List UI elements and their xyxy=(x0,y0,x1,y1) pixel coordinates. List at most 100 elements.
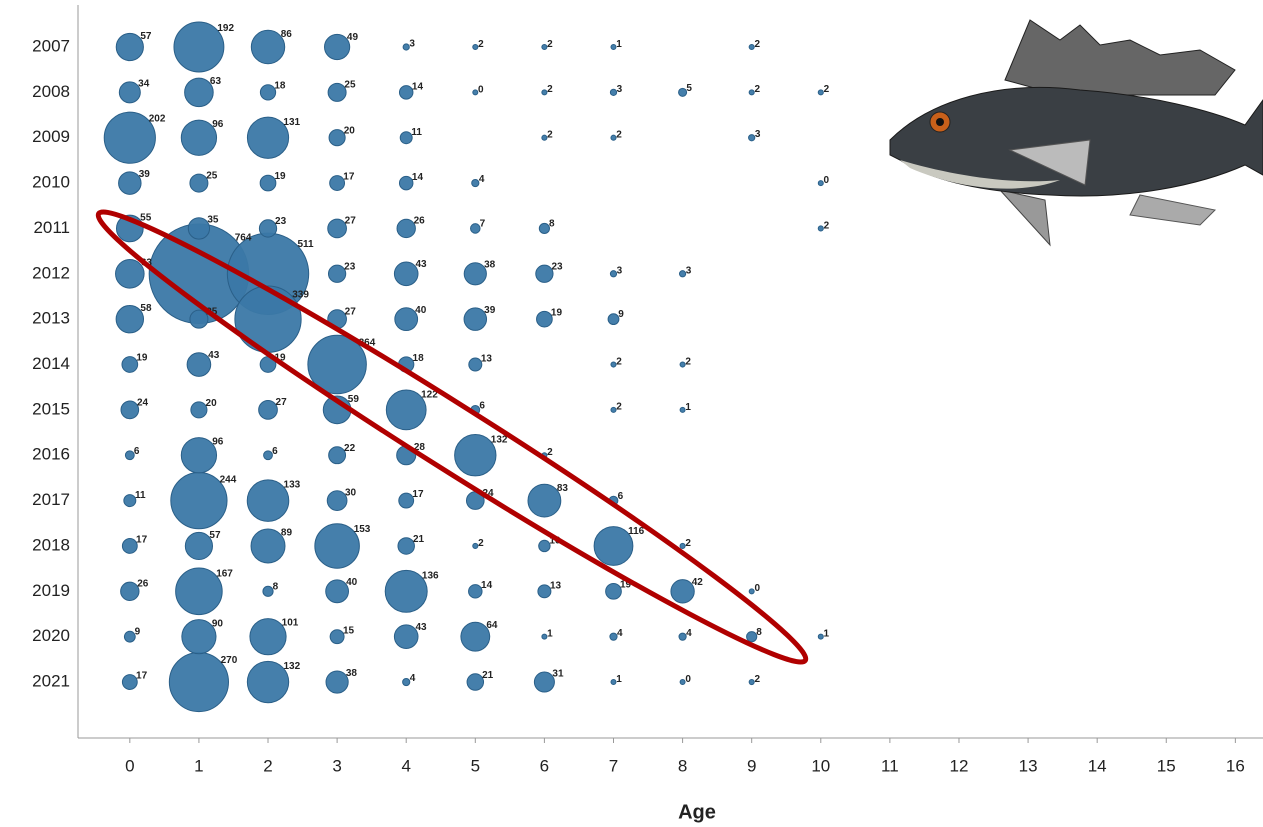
bubble xyxy=(611,362,616,367)
value-label: 43 xyxy=(415,622,427,633)
bubble xyxy=(611,135,616,140)
x-tick-label: 15 xyxy=(1157,756,1176,775)
bubble xyxy=(119,172,141,194)
bubble xyxy=(169,652,228,711)
bubble xyxy=(749,679,754,684)
bubble xyxy=(122,357,138,373)
bubble xyxy=(250,619,286,655)
value-label: 13 xyxy=(481,354,493,365)
bubble xyxy=(125,451,134,460)
bubble xyxy=(191,402,207,418)
bubble xyxy=(124,495,136,507)
value-label: 57 xyxy=(140,31,152,42)
value-label: 43 xyxy=(208,350,220,361)
bubble xyxy=(397,219,415,237)
value-label: 96 xyxy=(212,119,224,130)
value-label: 2 xyxy=(754,84,760,95)
bubble xyxy=(398,538,414,554)
bubble xyxy=(610,89,616,95)
bubble xyxy=(610,271,616,277)
bubble xyxy=(542,44,547,49)
bubble xyxy=(119,82,140,103)
value-label: 2 xyxy=(478,538,484,549)
bubble xyxy=(190,174,208,192)
x-tick-label: 1 xyxy=(194,756,203,775)
bubble xyxy=(325,34,350,59)
value-label: 21 xyxy=(413,534,425,545)
bubble xyxy=(472,179,479,186)
value-label: 25 xyxy=(206,170,218,181)
bubble xyxy=(187,353,211,377)
bubble xyxy=(247,480,289,522)
value-label: 57 xyxy=(209,530,221,541)
value-label: 339 xyxy=(292,290,309,301)
value-label: 2 xyxy=(616,402,622,413)
x-tick-label: 3 xyxy=(332,756,341,775)
bubble xyxy=(469,358,482,371)
value-label: 1 xyxy=(824,629,830,640)
y-tick-label: 2013 xyxy=(32,309,70,328)
value-label: 27 xyxy=(276,397,288,408)
bubble xyxy=(315,524,360,569)
value-label: 27 xyxy=(345,306,357,317)
value-label: 4 xyxy=(686,628,692,639)
x-tick-label: 4 xyxy=(401,756,410,775)
value-label: 244 xyxy=(220,475,237,486)
bubble xyxy=(181,120,216,155)
value-label: 202 xyxy=(149,113,166,124)
value-label: 764 xyxy=(235,233,252,244)
bubble xyxy=(326,671,348,693)
bubble xyxy=(235,286,301,352)
y-tick-label: 2007 xyxy=(32,36,70,55)
value-label: 18 xyxy=(413,353,425,364)
y-tick-label: 2020 xyxy=(32,626,70,645)
bubble xyxy=(400,132,412,144)
value-label: 23 xyxy=(551,261,563,272)
x-tick-label: 8 xyxy=(678,756,687,775)
bubble xyxy=(124,631,135,642)
bubble xyxy=(606,583,622,599)
value-label: 2 xyxy=(616,356,622,367)
y-tick-label: 2016 xyxy=(32,445,70,464)
bubble xyxy=(116,260,145,289)
bubble xyxy=(263,586,273,596)
bubble xyxy=(679,88,687,96)
bubble xyxy=(329,130,345,146)
value-label: 59 xyxy=(348,394,360,405)
bubble xyxy=(749,90,754,95)
value-label: 83 xyxy=(557,483,569,494)
bubble xyxy=(251,30,284,63)
value-label: 63 xyxy=(210,76,222,87)
value-label: 90 xyxy=(212,618,224,629)
bubble xyxy=(121,582,139,600)
x-tick-label: 16 xyxy=(1226,756,1245,775)
value-label: 23 xyxy=(275,216,287,227)
bubble xyxy=(330,630,344,644)
x-tick-label: 9 xyxy=(747,756,756,775)
bubble xyxy=(680,362,685,367)
value-label: 167 xyxy=(216,569,233,580)
bubble xyxy=(747,632,757,642)
value-label: 2 xyxy=(685,538,691,549)
value-label: 1 xyxy=(547,629,553,640)
bubble xyxy=(395,308,418,331)
value-label: 49 xyxy=(347,32,359,43)
value-label: 136 xyxy=(422,570,439,581)
bubble xyxy=(464,308,486,330)
bubble xyxy=(386,390,426,430)
value-label: 38 xyxy=(346,668,358,679)
value-label: 11 xyxy=(411,127,422,138)
x-tick-label: 14 xyxy=(1088,756,1107,775)
value-label: 3 xyxy=(617,84,623,95)
value-label: 6 xyxy=(134,446,140,457)
bubble xyxy=(122,539,137,554)
value-label: 31 xyxy=(552,669,564,680)
bubble xyxy=(188,218,209,239)
value-label: 23 xyxy=(344,261,356,272)
bubble xyxy=(247,661,288,702)
value-label: 89 xyxy=(281,528,293,539)
bubble xyxy=(539,540,550,551)
bubble xyxy=(399,176,412,189)
value-label: 34 xyxy=(138,79,150,90)
bubble xyxy=(190,310,208,328)
